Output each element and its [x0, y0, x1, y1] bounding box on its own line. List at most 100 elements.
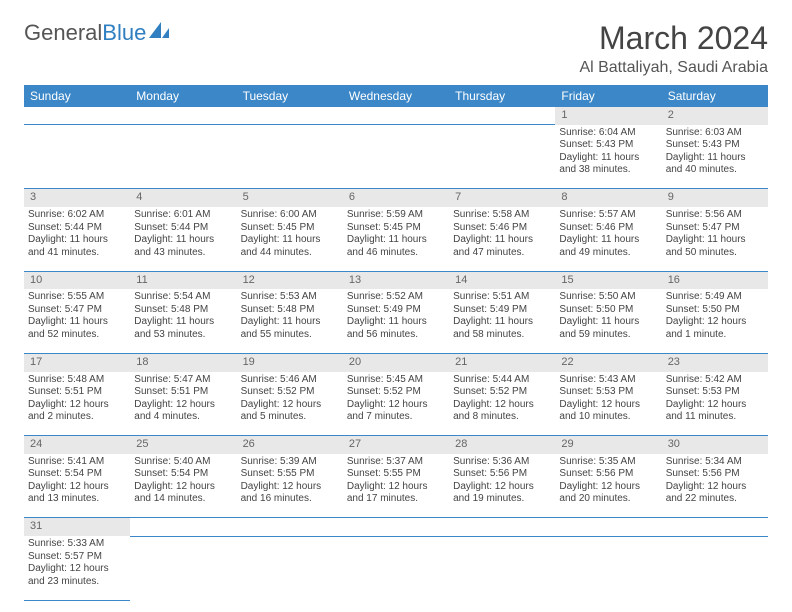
empty-cell	[237, 536, 343, 600]
daylight-text: Daylight: 11 hours	[453, 234, 551, 247]
daylight-text: and 8 minutes.	[453, 411, 551, 424]
sunset-text: Sunset: 5:54 PM	[134, 468, 232, 481]
empty-cell	[449, 125, 555, 189]
daylight-text: Daylight: 11 hours	[347, 316, 445, 329]
sunrise-text: Sunrise: 5:59 AM	[347, 209, 445, 222]
sunset-text: Sunset: 5:46 PM	[559, 222, 657, 235]
sunrise-text: Sunrise: 6:03 AM	[666, 127, 764, 140]
daylight-text: and 20 minutes.	[559, 493, 657, 506]
sunrise-text: Sunrise: 5:36 AM	[453, 456, 551, 469]
daylight-text: and 44 minutes.	[241, 247, 339, 260]
day-number-row: 24252627282930	[24, 436, 768, 454]
day-cell: Sunrise: 5:56 AMSunset: 5:47 PMDaylight:…	[662, 207, 768, 271]
sunrise-text: Sunrise: 5:55 AM	[28, 291, 126, 304]
daylight-text: and 49 minutes.	[559, 247, 657, 260]
empty-cell	[555, 518, 661, 536]
empty-cell	[343, 125, 449, 189]
sunrise-text: Sunrise: 5:50 AM	[559, 291, 657, 304]
sunset-text: Sunset: 5:53 PM	[559, 386, 657, 399]
sunset-text: Sunset: 5:54 PM	[28, 468, 126, 481]
daylight-text: Daylight: 12 hours	[28, 563, 126, 576]
day-number: 15	[555, 271, 661, 289]
sunrise-text: Sunrise: 5:57 AM	[559, 209, 657, 222]
empty-cell	[237, 107, 343, 125]
day-cell: Sunrise: 6:02 AMSunset: 5:44 PMDaylight:…	[24, 207, 130, 271]
sunrise-text: Sunrise: 5:37 AM	[347, 456, 445, 469]
daylight-text: Daylight: 12 hours	[241, 399, 339, 412]
day-cell: Sunrise: 5:48 AMSunset: 5:51 PMDaylight:…	[24, 372, 130, 436]
sunrise-text: Sunrise: 5:54 AM	[134, 291, 232, 304]
daylight-text: and 38 minutes.	[559, 164, 657, 177]
day-number: 30	[662, 436, 768, 454]
empty-cell	[662, 536, 768, 600]
daylight-text: Daylight: 12 hours	[666, 481, 764, 494]
daylight-text: and 22 minutes.	[666, 493, 764, 506]
empty-cell	[130, 125, 236, 189]
daylight-text: Daylight: 12 hours	[453, 481, 551, 494]
empty-cell	[343, 518, 449, 536]
day-cell: Sunrise: 5:55 AMSunset: 5:47 PMDaylight:…	[24, 289, 130, 353]
day-number: 7	[449, 189, 555, 207]
title-block: March 2024 Al Battaliyah, Saudi Arabia	[579, 20, 768, 77]
day-header: Saturday	[662, 85, 768, 107]
sunset-text: Sunset: 5:57 PM	[28, 551, 126, 564]
calendar-body: 12Sunrise: 6:04 AMSunset: 5:43 PMDayligh…	[24, 107, 768, 600]
sunrise-text: Sunrise: 5:43 AM	[559, 374, 657, 387]
daylight-text: Daylight: 12 hours	[241, 481, 339, 494]
day-number: 3	[24, 189, 130, 207]
day-cell: Sunrise: 5:36 AMSunset: 5:56 PMDaylight:…	[449, 454, 555, 518]
sunrise-text: Sunrise: 5:47 AM	[134, 374, 232, 387]
sunset-text: Sunset: 5:47 PM	[28, 304, 126, 317]
daylight-text: Daylight: 12 hours	[347, 481, 445, 494]
day-number: 21	[449, 353, 555, 371]
daylight-text: Daylight: 11 hours	[134, 234, 232, 247]
sunset-text: Sunset: 5:53 PM	[666, 386, 764, 399]
day-cell: Sunrise: 5:50 AMSunset: 5:50 PMDaylight:…	[555, 289, 661, 353]
empty-cell	[449, 536, 555, 600]
day-cell: Sunrise: 5:44 AMSunset: 5:52 PMDaylight:…	[449, 372, 555, 436]
day-cell: Sunrise: 5:49 AMSunset: 5:50 PMDaylight:…	[662, 289, 768, 353]
sunrise-text: Sunrise: 5:51 AM	[453, 291, 551, 304]
day-number: 18	[130, 353, 236, 371]
sunset-text: Sunset: 5:56 PM	[666, 468, 764, 481]
day-number: 11	[130, 271, 236, 289]
sunset-text: Sunset: 5:55 PM	[347, 468, 445, 481]
sunrise-text: Sunrise: 5:48 AM	[28, 374, 126, 387]
sunset-text: Sunset: 5:49 PM	[453, 304, 551, 317]
brand-name-a: General	[24, 20, 102, 46]
day-cell: Sunrise: 5:40 AMSunset: 5:54 PMDaylight:…	[130, 454, 236, 518]
day-cell: Sunrise: 6:00 AMSunset: 5:45 PMDaylight:…	[237, 207, 343, 271]
sunset-text: Sunset: 5:44 PM	[134, 222, 232, 235]
sunrise-text: Sunrise: 5:35 AM	[559, 456, 657, 469]
day-header: Friday	[555, 85, 661, 107]
sunset-text: Sunset: 5:52 PM	[453, 386, 551, 399]
sunset-text: Sunset: 5:56 PM	[559, 468, 657, 481]
daylight-text: Daylight: 12 hours	[666, 316, 764, 329]
empty-cell	[449, 518, 555, 536]
daylight-text: and 53 minutes.	[134, 329, 232, 342]
day-header: Sunday	[24, 85, 130, 107]
day-number-row: 17181920212223	[24, 353, 768, 371]
daylight-text: and 14 minutes.	[134, 493, 232, 506]
day-detail-row: Sunrise: 5:48 AMSunset: 5:51 PMDaylight:…	[24, 372, 768, 436]
daylight-text: Daylight: 11 hours	[347, 234, 445, 247]
day-cell: Sunrise: 5:54 AMSunset: 5:48 PMDaylight:…	[130, 289, 236, 353]
day-cell: Sunrise: 5:57 AMSunset: 5:46 PMDaylight:…	[555, 207, 661, 271]
empty-cell	[449, 107, 555, 125]
day-cell: Sunrise: 5:46 AMSunset: 5:52 PMDaylight:…	[237, 372, 343, 436]
daylight-text: and 58 minutes.	[453, 329, 551, 342]
daylight-text: Daylight: 12 hours	[134, 399, 232, 412]
sunset-text: Sunset: 5:52 PM	[241, 386, 339, 399]
daylight-text: and 10 minutes.	[559, 411, 657, 424]
daylight-text: Daylight: 11 hours	[666, 234, 764, 247]
day-detail-row: Sunrise: 5:41 AMSunset: 5:54 PMDaylight:…	[24, 454, 768, 518]
daylight-text: and 19 minutes.	[453, 493, 551, 506]
sunrise-text: Sunrise: 5:42 AM	[666, 374, 764, 387]
day-number: 2	[662, 107, 768, 125]
day-cell: Sunrise: 5:41 AMSunset: 5:54 PMDaylight:…	[24, 454, 130, 518]
daylight-text: Daylight: 11 hours	[28, 316, 126, 329]
sunrise-text: Sunrise: 6:02 AM	[28, 209, 126, 222]
sunset-text: Sunset: 5:43 PM	[559, 139, 657, 152]
sunset-text: Sunset: 5:47 PM	[666, 222, 764, 235]
empty-cell	[662, 518, 768, 536]
